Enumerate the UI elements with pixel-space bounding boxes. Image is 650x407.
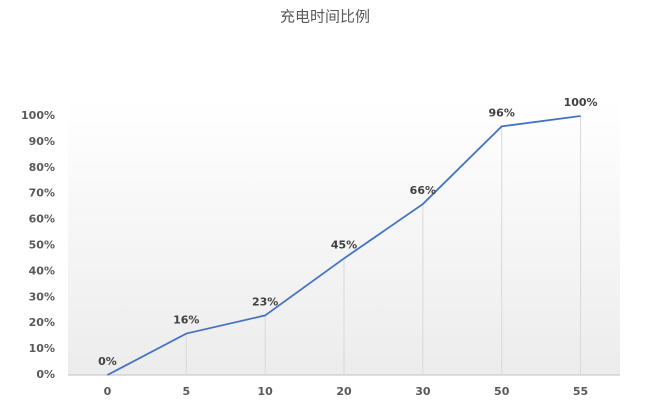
data-label: 0% [98, 355, 117, 368]
y-tick-label: 10% [29, 342, 55, 355]
data-label: 66% [410, 184, 436, 197]
y-tick-label: 40% [29, 264, 55, 277]
x-tick-label: 20 [336, 385, 352, 398]
y-tick-label: 80% [29, 161, 55, 174]
data-label: 23% [252, 295, 278, 308]
series-line [107, 115, 581, 376]
x-tick-label: 10 [257, 385, 273, 398]
y-tick-label: 30% [29, 290, 55, 303]
y-tick-label: 70% [29, 187, 55, 200]
data-label: 45% [331, 238, 357, 251]
x-tick-label: 5 [182, 385, 190, 398]
y-tick-label: 60% [29, 213, 55, 226]
y-tick-label: 100% [21, 109, 55, 122]
y-tick-label: 90% [29, 135, 55, 148]
data-label: 100% [564, 96, 598, 109]
chart-title: 充电时间比例 [280, 8, 370, 26]
x-tick-label: 30 [415, 385, 431, 398]
x-tick-label: 0 [104, 385, 112, 398]
y-tick-label: 0% [36, 368, 55, 381]
y-tick-label: 50% [29, 239, 55, 252]
data-label: 16% [173, 314, 199, 327]
x-tick-label: 50 [494, 385, 510, 398]
data-label: 96% [489, 106, 515, 119]
y-tick-label: 20% [29, 316, 55, 329]
x-tick-label: 55 [573, 385, 588, 398]
